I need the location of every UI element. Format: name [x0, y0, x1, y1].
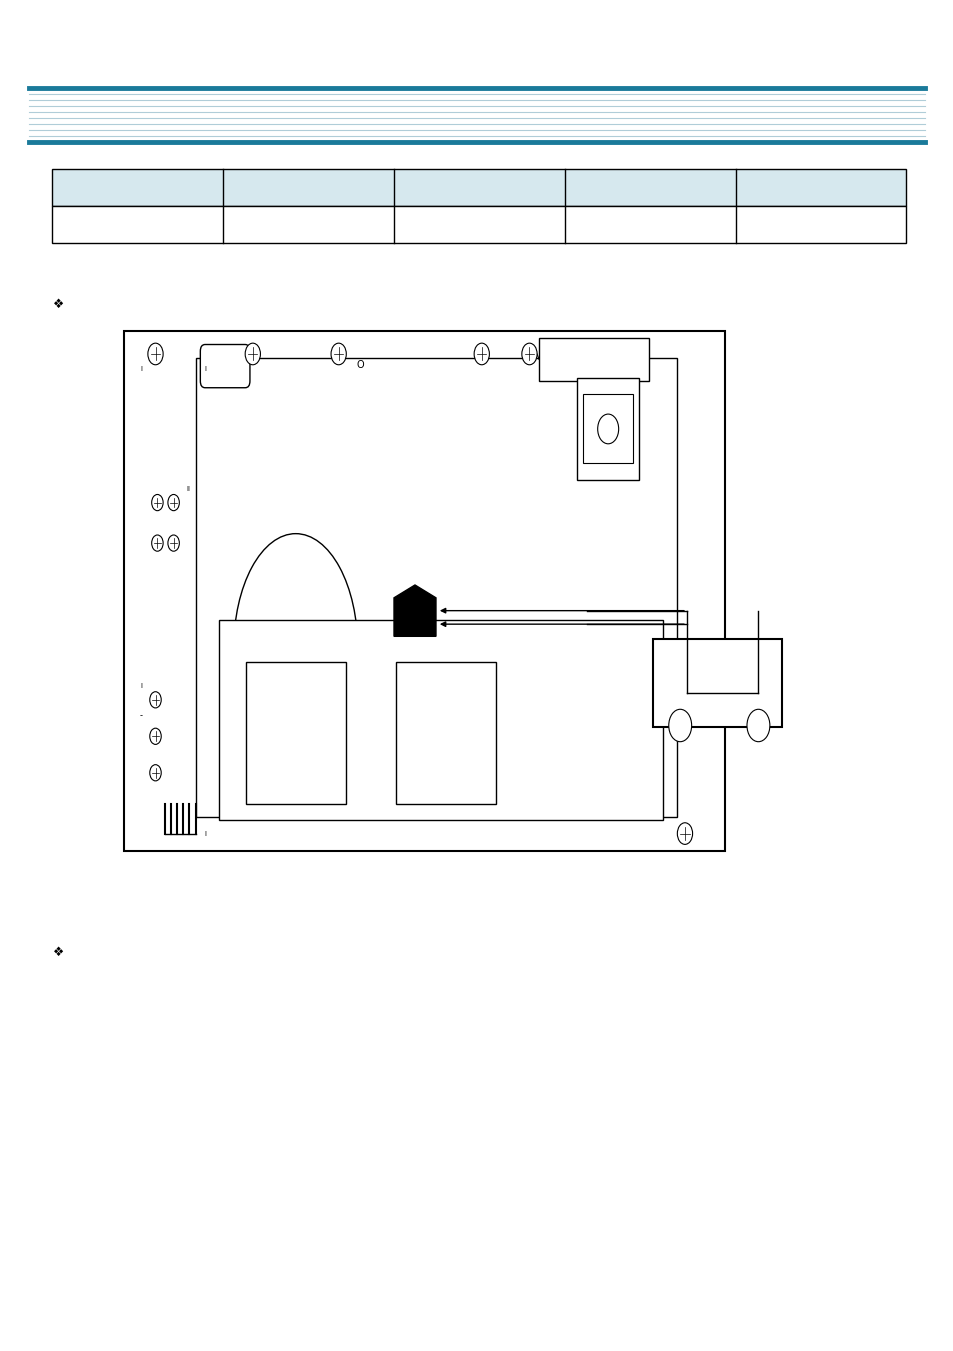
Bar — [219, 620, 662, 820]
FancyBboxPatch shape — [200, 345, 250, 388]
Bar — [582, 394, 633, 463]
Circle shape — [168, 535, 179, 551]
Circle shape — [677, 823, 692, 844]
Bar — [246, 662, 346, 804]
Bar — [395, 662, 496, 804]
Circle shape — [168, 494, 179, 511]
Text: ❖: ❖ — [52, 297, 64, 311]
Ellipse shape — [233, 534, 357, 763]
Polygon shape — [394, 585, 436, 636]
Text: -: - — [139, 712, 143, 720]
Text: O: O — [356, 359, 364, 370]
Circle shape — [245, 343, 260, 365]
Circle shape — [150, 765, 161, 781]
Circle shape — [152, 535, 163, 551]
Bar — [52, 207, 905, 243]
Circle shape — [152, 494, 163, 511]
Circle shape — [521, 343, 537, 365]
Bar — [538, 338, 648, 381]
Circle shape — [668, 709, 691, 742]
Circle shape — [331, 343, 346, 365]
Text: I: I — [140, 684, 142, 689]
Bar — [577, 378, 639, 480]
Text: I: I — [204, 366, 206, 372]
Bar — [195, 358, 677, 817]
Bar — [52, 169, 905, 207]
Text: -: - — [203, 847, 207, 855]
Text: II: II — [186, 486, 190, 492]
Text: ❖: ❖ — [52, 946, 64, 959]
Circle shape — [474, 343, 489, 365]
Circle shape — [150, 692, 161, 708]
Bar — [124, 331, 724, 851]
Circle shape — [148, 343, 163, 365]
Text: I: I — [204, 831, 206, 836]
Text: I: I — [140, 366, 142, 372]
Circle shape — [597, 413, 618, 443]
Bar — [653, 639, 781, 727]
Circle shape — [746, 709, 769, 742]
Circle shape — [150, 728, 161, 744]
